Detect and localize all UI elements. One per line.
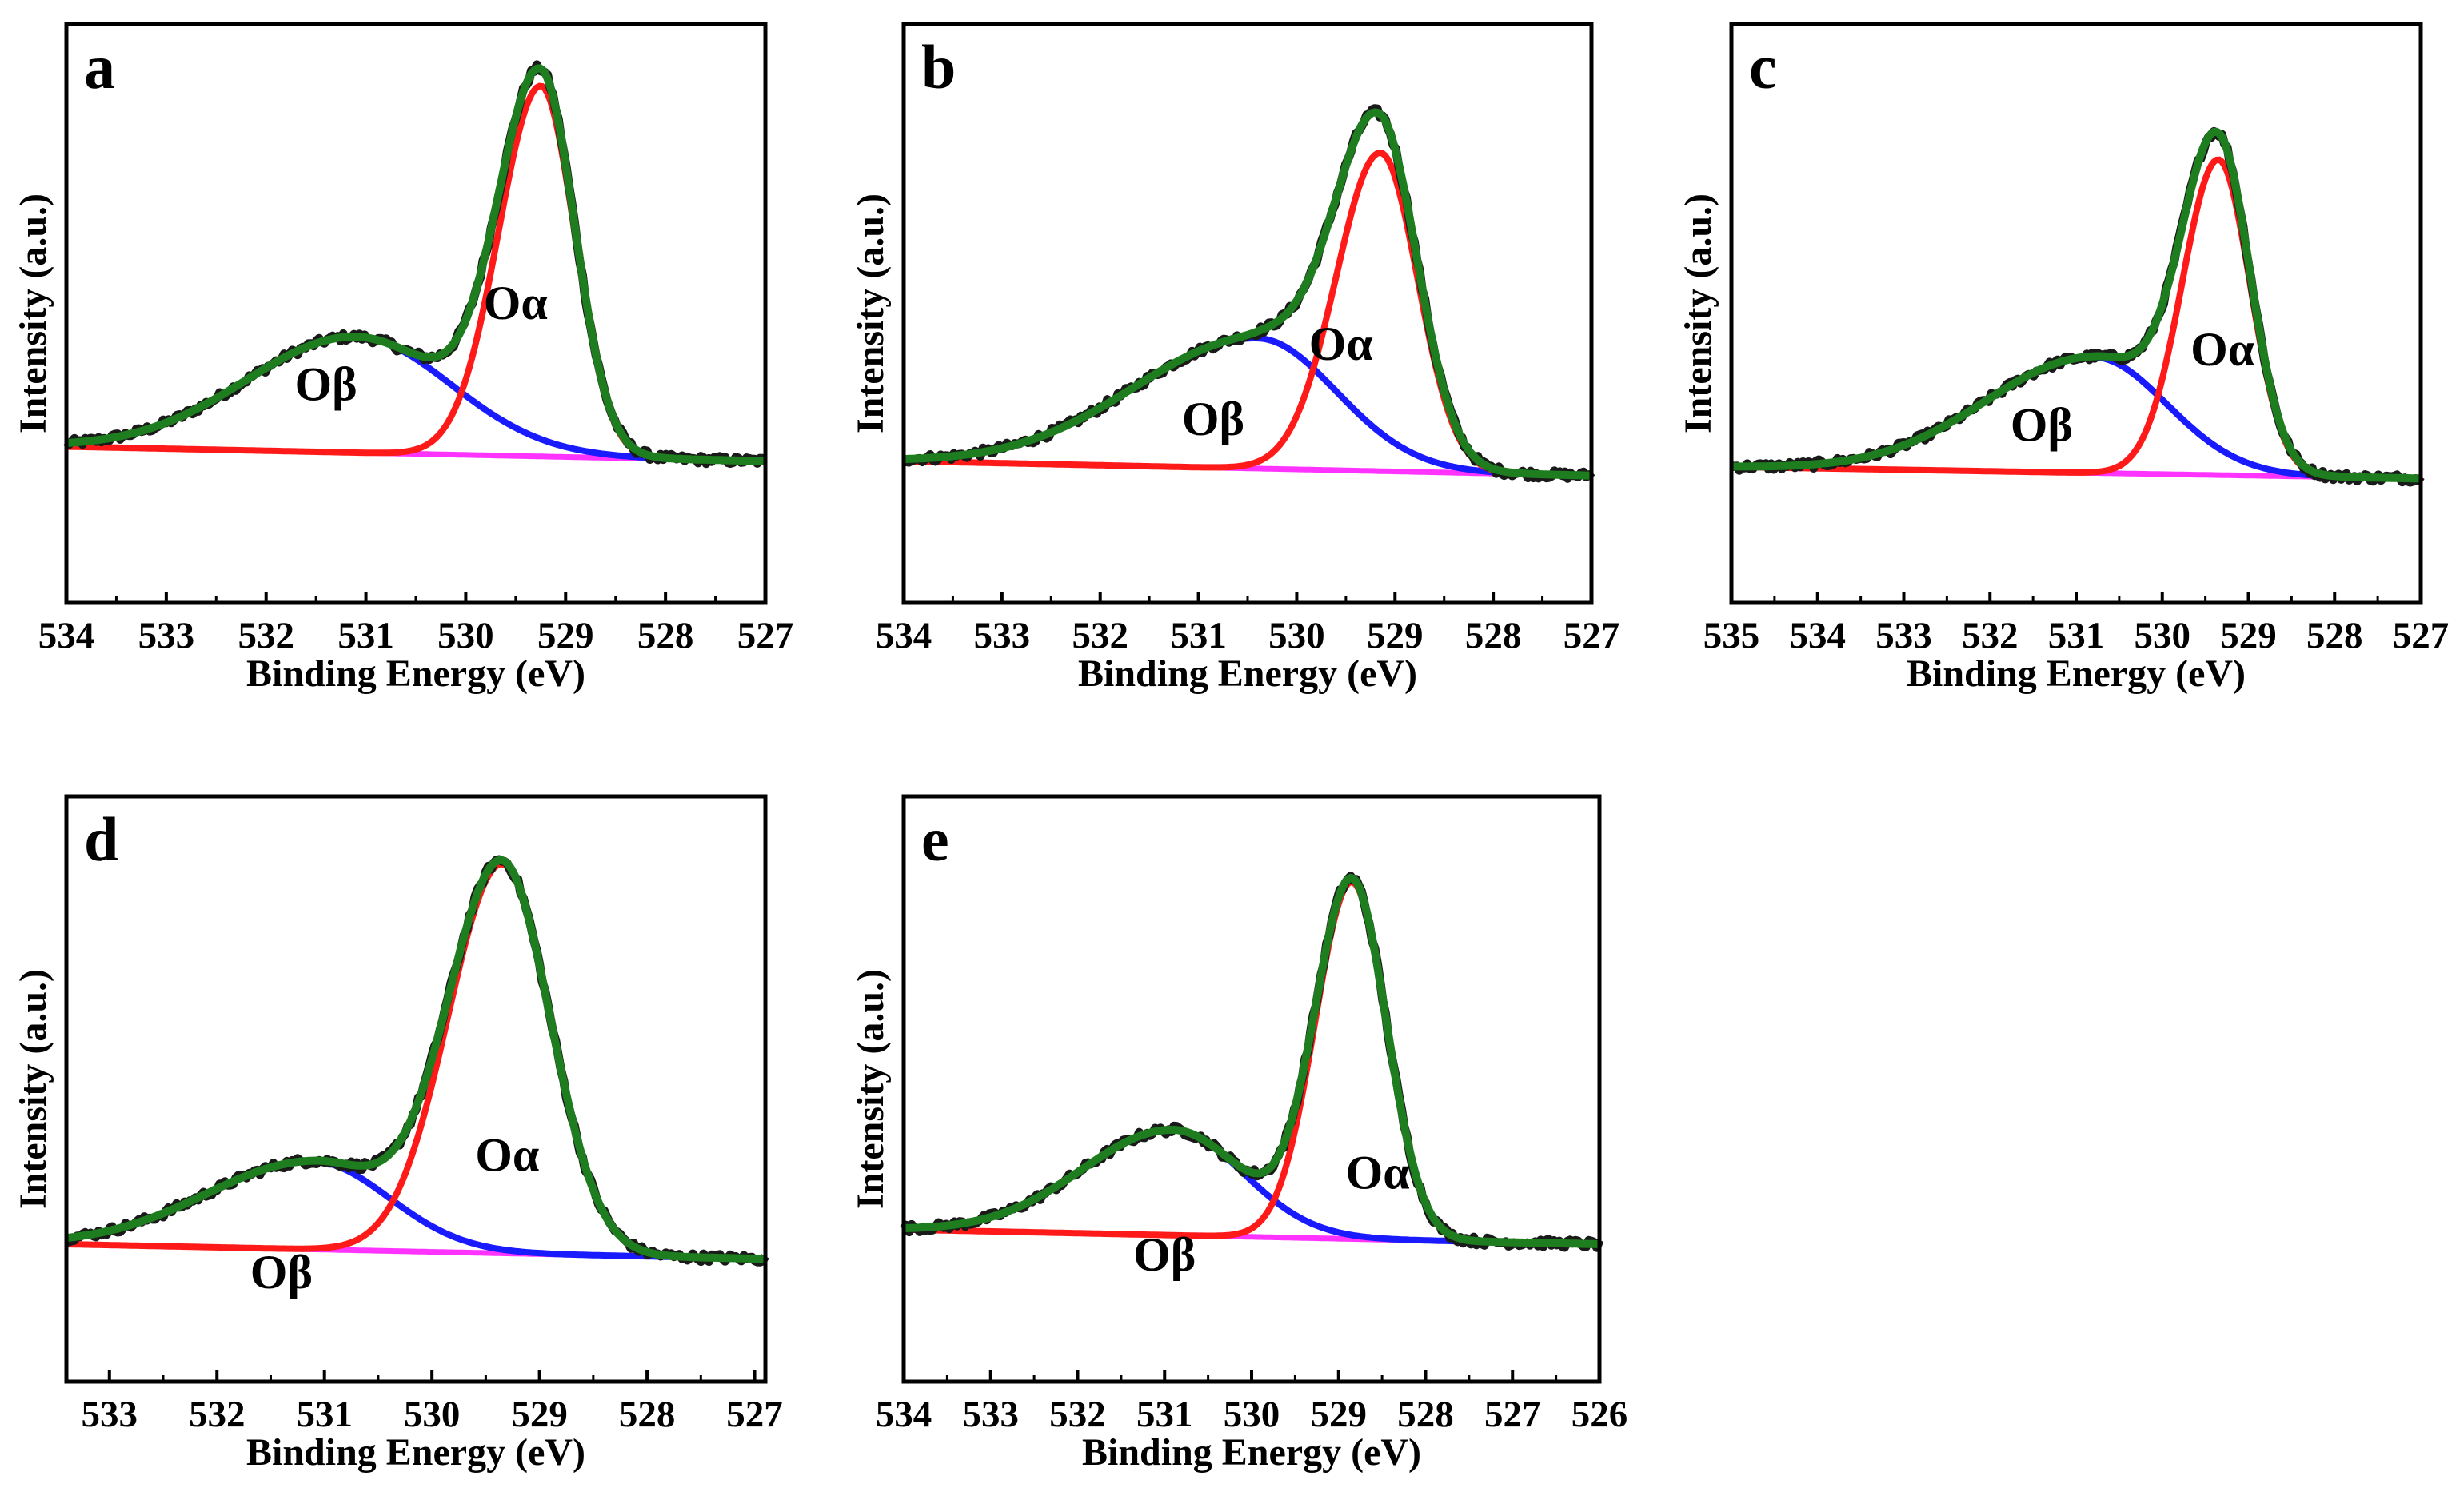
raw-data-line-a [63, 60, 768, 469]
o-alpha-fit-line-a [66, 82, 765, 465]
peak-label-d: Oβ [250, 1246, 313, 1299]
x-axis-title-b: Binding Energy (eV) [1078, 652, 1417, 695]
plot-frame-c [1729, 22, 2423, 605]
x-tick-label-c: 527 [2393, 615, 2450, 656]
x-tick-label-c: 531 [2048, 615, 2105, 656]
raw-data-line-b [901, 104, 1595, 483]
chart-panel-d: 533 532 531 530 529 528 527 Binding Energy (eV)… [12, 794, 783, 1474]
x-tick-label-c: 528 [2306, 615, 2363, 656]
plot-frame-a [64, 22, 768, 605]
panel-letter-a: a [84, 32, 115, 102]
y-axis-title-a: Intensity (a.u.) [12, 193, 54, 433]
x-tick-label-b: 531 [1170, 615, 1227, 656]
o-alpha-fit-line-d [66, 860, 766, 1263]
x-tick-label-d: 532 [189, 1394, 246, 1435]
x-tick-label-b: 534 [876, 615, 932, 656]
x-tick-label-a: 531 [337, 615, 394, 656]
peak-label-e: Oβ [1133, 1228, 1196, 1281]
x-axis-title-a: Binding Energy (eV) [246, 652, 585, 695]
o-alpha-fit-line-c [1731, 156, 2421, 482]
peak-label-a: Oα [484, 277, 548, 329]
x-tick-label-a: 527 [737, 615, 794, 656]
peak-label-e: Oα [1346, 1146, 1410, 1199]
plot-frame-e [901, 794, 1602, 1384]
envelope-fit-line-e [903, 873, 1600, 1248]
chart-panel-c: 535 534 533 532 531 530 529 528 527 Binding Energ… [1677, 22, 2450, 695]
envelope-fit-line-a [66, 64, 766, 465]
x-tick-label-d: 531 [296, 1394, 353, 1435]
x-tick-label-b: 530 [1268, 615, 1325, 656]
x-axis-title-e: Binding Energy (eV) [1082, 1431, 1421, 1474]
peak-label-d: Oα [475, 1128, 539, 1181]
x-tick-label-c: 532 [1962, 615, 2019, 656]
o-alpha-fit-line-b [903, 149, 1591, 479]
x-tick-label-a: 532 [238, 615, 294, 656]
panel-letter-b: b [921, 32, 956, 102]
x-axis-title-c: Binding Energy (eV) [1907, 652, 2246, 695]
envelope-fit-line-b [904, 108, 1592, 480]
x-tick-label-e: 532 [1049, 1394, 1106, 1435]
y-axis-title-d: Intensity (a.u.) [12, 969, 54, 1209]
x-tick-label-b: 529 [1367, 615, 1424, 656]
x-tick-label-e: 527 [1484, 1394, 1541, 1435]
o-alpha-fit-line-e [903, 878, 1600, 1247]
raw-data-line-e [900, 872, 1604, 1252]
x-tick-label-c: 529 [2220, 615, 2277, 656]
peak-label-b: Oα [1309, 317, 1373, 370]
raw-data-line-c [1729, 126, 2425, 487]
raw-data-line-d [64, 855, 769, 1267]
peak-label-c: Oβ [2011, 398, 2073, 451]
chart-panel-a: 534 533 532 531 530 529 528 527 Binding Energy (… [12, 22, 794, 695]
x-tick-label-a: 529 [537, 615, 594, 656]
x-tick-label-c: 535 [1703, 615, 1760, 656]
panel-letter-c: c [1749, 32, 1777, 102]
envelope-fit-line-c [1731, 127, 2421, 483]
x-tick-label-c: 530 [2135, 615, 2191, 656]
plot-frame-d [64, 794, 768, 1384]
plot-frame-b [901, 22, 1594, 605]
x-tick-label-d: 533 [82, 1394, 138, 1435]
panel-letter-d: d [84, 804, 118, 874]
x-axis-title-d: Binding Energy (eV) [246, 1431, 585, 1474]
peak-label-a: Oβ [294, 358, 357, 411]
x-tick-label-e: 528 [1397, 1394, 1454, 1435]
x-tick-label-e: 531 [1136, 1394, 1193, 1435]
x-tick-label-e: 530 [1224, 1394, 1280, 1435]
chart-panel-e: 534 533 532 531 530 529 528 527 526 Binding Energ… [849, 794, 1628, 1474]
x-tick-label-c: 534 [1790, 615, 1847, 656]
peak-label-c: Oα [2190, 323, 2254, 376]
x-tick-label-b: 532 [1072, 615, 1128, 656]
x-tick-label-b: 528 [1465, 615, 1522, 656]
x-tick-label-e: 533 [963, 1394, 1020, 1435]
y-axis-title-e: Intensity (a.u.) [849, 969, 892, 1209]
x-tick-label-b: 527 [1563, 615, 1620, 656]
o-beta-fit-line-b [904, 335, 1592, 479]
x-tick-label-e: 534 [876, 1394, 932, 1435]
x-tick-label-d: 529 [511, 1394, 568, 1435]
x-tick-label-a: 530 [437, 615, 494, 656]
x-tick-label-d: 530 [404, 1394, 461, 1435]
x-tick-label-e: 526 [1571, 1394, 1628, 1435]
chart-panel-b: 534 533 532 531 530 529 528 527 Binding Energy (… [849, 22, 1620, 695]
panel-letter-e: e [921, 804, 949, 874]
x-tick-label-a: 533 [138, 615, 195, 656]
x-tick-label-a: 528 [637, 615, 694, 656]
envelope-fit-line-d [66, 856, 766, 1263]
y-axis-title-b: Intensity (a.u.) [849, 193, 892, 433]
x-tick-label-b: 533 [974, 615, 1031, 656]
peak-label-b: Oβ [1182, 393, 1244, 445]
x-tick-label-e: 529 [1311, 1394, 1368, 1435]
y-axis-title-c: Intensity (a.u.) [1677, 193, 1719, 433]
x-tick-label-a: 534 [38, 615, 95, 656]
x-tick-label-d: 528 [619, 1394, 676, 1435]
x-tick-label-c: 533 [1875, 615, 1932, 656]
x-tick-label-d: 527 [726, 1394, 783, 1435]
